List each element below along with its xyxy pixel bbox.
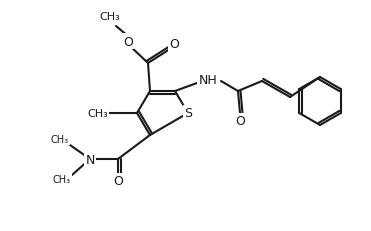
Text: O: O xyxy=(169,38,179,51)
Text: S: S xyxy=(184,107,192,120)
Text: CH₃: CH₃ xyxy=(88,109,108,119)
Text: O: O xyxy=(235,115,245,128)
Text: CH₃: CH₃ xyxy=(51,134,69,144)
Text: CH₃: CH₃ xyxy=(53,174,71,184)
Text: O: O xyxy=(123,35,133,48)
Text: O: O xyxy=(113,175,123,188)
Text: CH₃: CH₃ xyxy=(100,12,120,22)
Text: N: N xyxy=(85,153,95,166)
Text: NH: NH xyxy=(198,73,217,86)
